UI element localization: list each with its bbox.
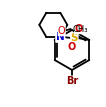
Text: O: O	[67, 42, 75, 52]
Text: O: O	[74, 24, 82, 34]
Text: Br: Br	[66, 76, 78, 86]
Text: O: O	[58, 26, 66, 36]
Text: N: N	[56, 32, 65, 42]
Text: CH₃: CH₃	[73, 25, 88, 33]
Text: N: N	[56, 32, 65, 42]
Text: S: S	[71, 33, 78, 43]
